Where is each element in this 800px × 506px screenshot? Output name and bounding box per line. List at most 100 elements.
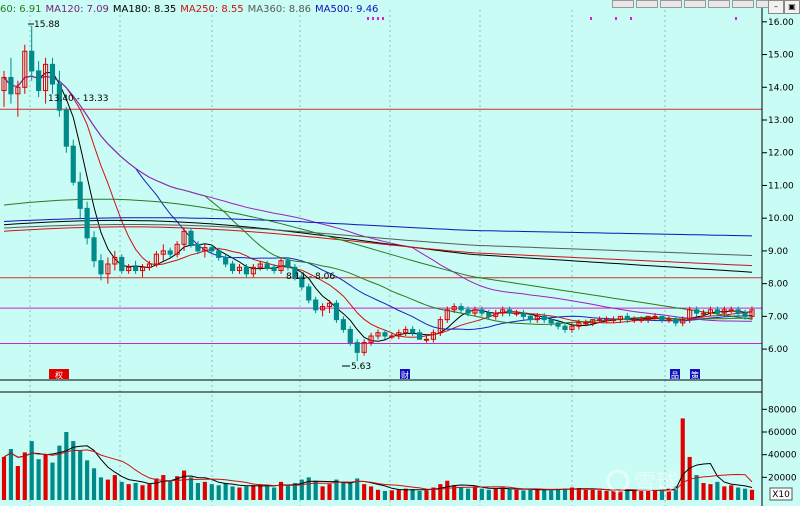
volume-bar <box>694 475 699 500</box>
marker-box <box>690 369 700 379</box>
marker-box <box>670 369 680 379</box>
candle-body <box>70 145 76 183</box>
watermark-text: 雪球 <box>634 471 678 496</box>
candle-body <box>153 253 159 265</box>
volume-bar <box>43 454 48 500</box>
marker-4[interactable]: 策 <box>691 370 699 380</box>
volume-bar <box>223 483 228 500</box>
candle-body <box>652 315 658 318</box>
axis-panel <box>762 0 800 506</box>
candle-body <box>520 312 527 317</box>
candle-body <box>36 70 42 92</box>
marker-2[interactable]: 财 <box>401 370 409 380</box>
candle-body <box>666 319 672 322</box>
candle-body <box>91 237 97 262</box>
legend-item: MA180: 8.35 <box>112 4 177 15</box>
volume-bar <box>105 479 110 500</box>
candle-body <box>430 332 436 340</box>
volume-bar <box>729 485 734 500</box>
candle-body <box>181 230 187 245</box>
marker-3[interactable]: 品 <box>671 371 679 380</box>
candle-body <box>714 309 720 314</box>
candle-body <box>306 286 312 301</box>
volume-bar <box>8 449 14 500</box>
volume-bar <box>57 445 62 500</box>
candle-body <box>721 309 727 314</box>
volume-bar <box>71 441 76 500</box>
candle-body <box>562 325 568 330</box>
minimize-icon[interactable]: – <box>768 0 784 14</box>
candle-body <box>513 312 520 315</box>
legend-item: MA120: 7.09 <box>45 4 109 15</box>
candle-body <box>465 309 471 314</box>
candle-body <box>195 243 201 252</box>
candle-body <box>659 315 665 321</box>
candle-body <box>146 263 153 268</box>
candle-body <box>98 260 104 275</box>
volume-bar <box>50 462 55 500</box>
candle-body <box>680 319 686 324</box>
candle-body <box>403 328 409 334</box>
period-tab[interactable] <box>732 0 754 8</box>
volume-bar <box>348 483 353 500</box>
volume-bar <box>673 486 678 500</box>
range-label-1: 13.40 - 13.33 <box>48 94 109 104</box>
candle-body <box>361 342 367 353</box>
candle-body <box>216 250 222 258</box>
candle-body <box>42 63 49 92</box>
candle-body <box>707 309 714 314</box>
candle-body <box>583 322 589 325</box>
volume-bar <box>736 487 741 500</box>
candle-body <box>423 338 430 341</box>
candle-body <box>687 309 693 321</box>
volume-bar <box>36 459 41 500</box>
candle-body <box>320 306 326 311</box>
period-tab[interactable] <box>684 0 706 8</box>
volume-bar <box>355 478 360 500</box>
volume-bar <box>265 486 270 500</box>
candle-body <box>188 230 194 245</box>
candle-body <box>29 50 35 72</box>
period-tab[interactable] <box>636 0 658 8</box>
volume-bar <box>625 490 630 500</box>
candle-body <box>167 250 173 255</box>
legend-item: MA360: 8.86 <box>247 4 312 15</box>
candle-body <box>541 315 547 321</box>
volume-bar <box>632 490 637 500</box>
volume-bar <box>396 489 401 500</box>
high-label: 15.88 <box>34 20 60 30</box>
volume-bar <box>1 456 7 500</box>
candle-body <box>396 332 402 337</box>
marker-1[interactable]: 权 <box>55 370 63 380</box>
signal-dots <box>367 17 737 20</box>
period-tab[interactable] <box>708 0 730 8</box>
candle-body <box>527 315 533 321</box>
volume-bar <box>708 484 713 500</box>
volume-tick-label: 60000 <box>768 428 797 438</box>
candle-body <box>202 247 208 252</box>
candles <box>1 25 755 362</box>
volume-bar <box>486 489 491 500</box>
candle-body <box>569 325 575 330</box>
period-tab[interactable] <box>660 0 682 8</box>
candle-body <box>236 266 243 272</box>
candle-body <box>742 312 748 317</box>
ma-line <box>3 219 753 273</box>
volume-bar <box>465 488 471 500</box>
volume-bar <box>521 490 526 500</box>
candle-body <box>617 315 623 321</box>
period-tab[interactable] <box>612 0 634 8</box>
price-tick-label: 7.00 <box>768 312 788 322</box>
candle-body <box>416 332 423 340</box>
volume-bar <box>278 481 284 500</box>
candle-body <box>638 319 644 322</box>
volume-bar <box>403 488 408 500</box>
volume-bar <box>493 488 498 500</box>
volume-ma-lines <box>3 445 753 491</box>
ma-legend: 60: 6.91 MA120: 7.09 MA180: 8.35 MA250: 8.5… <box>0 4 382 18</box>
volume-axis: 80000 60000 40000 20000 <box>762 405 797 483</box>
candle-body <box>548 319 554 324</box>
marker-box <box>400 369 410 379</box>
volume-bar <box>445 480 450 500</box>
settings-icon[interactable]: ▣ <box>784 0 800 14</box>
